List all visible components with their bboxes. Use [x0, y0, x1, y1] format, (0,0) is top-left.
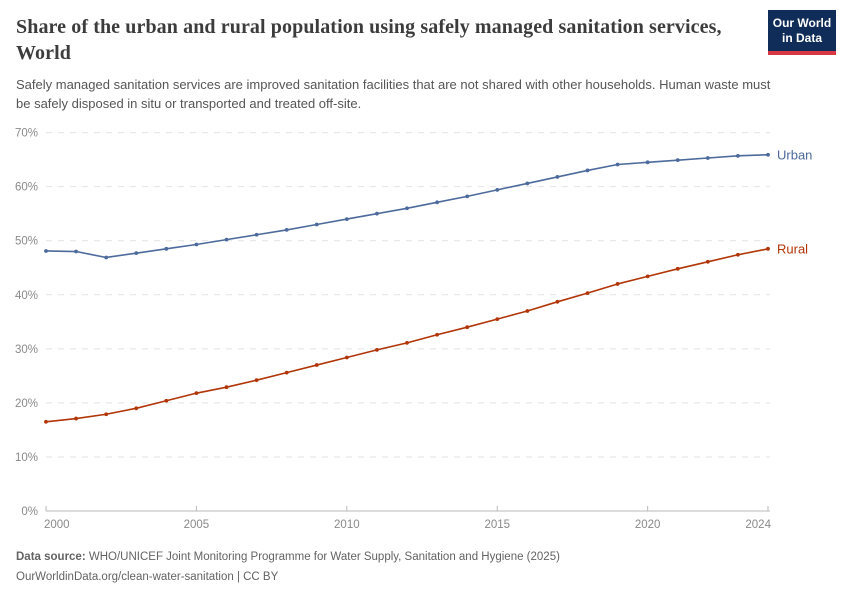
rural-data-point: [314, 363, 319, 367]
urban-data-point: [555, 175, 560, 179]
chart-svg: 0% 10% 20% 30% 40% 50% 60% 70% 2000 2005 2010 2015 2…: [15, 128, 812, 531]
rural-data-point: [284, 370, 289, 375]
urban-data-point: [495, 188, 500, 192]
x-axis-tick-label: 2010: [334, 519, 360, 531]
rural-data-point: [736, 252, 740, 257]
rural-data-point: [555, 299, 560, 304]
urban-data-point: [164, 246, 169, 251]
urban-data-point: [585, 168, 590, 173]
urban-data-point: [705, 156, 710, 160]
rural-data-point: [766, 246, 770, 251]
x-axis-tick-label: 2005: [184, 519, 210, 531]
rural-data-point: [525, 309, 530, 313]
urban-data-point: [736, 153, 740, 158]
data-source-line: Data source: WHO/UNICEF Joint Monitoring…: [16, 547, 560, 567]
rural-data-point: [375, 348, 379, 352]
rural-line: [45, 248, 769, 423]
urban-data-point: [194, 242, 199, 247]
urban-data-point: [314, 222, 319, 227]
urban-data-point: [104, 255, 109, 260]
urban-data-point: [615, 162, 620, 167]
rural-data-point: [254, 378, 259, 383]
rural-data-point: [405, 340, 409, 345]
x-axis-tick-label: 2020: [635, 519, 661, 531]
rural-data-point: [224, 385, 229, 390]
rural-data-point: [705, 259, 710, 264]
urban-data-point: [344, 217, 349, 221]
line-chart: 0% 10% 20% 30% 40% 50% 60% 70% 2000 2005 2010 2015 2…: [0, 108, 850, 548]
rural-data-point: [134, 406, 139, 411]
x-axis-tick-label: 2015: [484, 519, 510, 531]
rural-data-point: [585, 291, 590, 296]
rural-series-label: Rural: [777, 241, 808, 256]
urban-data-point: [405, 206, 409, 211]
rural-data-point: [164, 398, 169, 403]
y-axis-tick-label: 60%: [15, 182, 38, 194]
urban-line: [45, 153, 769, 259]
y-axis-tick-label: 30%: [15, 344, 38, 356]
urban-data-point: [254, 232, 259, 237]
y-axis-tick-label: 40%: [15, 290, 38, 302]
rural-data-point: [615, 282, 620, 286]
urban-data-point: [284, 228, 289, 232]
rural-data-point: [344, 355, 349, 360]
rural-data-point: [495, 317, 500, 321]
y-axis-tick-label: 0%: [21, 506, 38, 518]
y-axis-tick-label: 10%: [15, 452, 38, 464]
urban-data-point: [525, 181, 530, 186]
y-axis-tick-label: 70%: [15, 128, 38, 140]
rural-data-point: [675, 266, 680, 271]
license-line: OurWorldinData.org/clean-water-sanitatio…: [16, 571, 279, 584]
urban-data-point: [766, 152, 770, 157]
urban-data-point: [44, 249, 48, 253]
owid-logo-text-line1: Our World: [772, 16, 832, 30]
owid-logo: Our World in Data: [768, 10, 836, 55]
rural-data-point: [44, 419, 48, 424]
page-title: Share of the urban and rural population …: [16, 16, 722, 65]
rural-data-point: [435, 332, 439, 337]
urban-data-point: [435, 200, 439, 205]
data-source-label: Data source:: [16, 551, 86, 563]
x-axis-tick-label: 2000: [44, 519, 70, 531]
rural-data-point: [194, 391, 199, 396]
rural-data-point: [104, 412, 109, 417]
urban-data-point: [134, 251, 139, 256]
y-axis-tick-label: 20%: [15, 398, 38, 410]
chart-footer: Data source: WHO/UNICEF Joint Monitoring…: [16, 547, 560, 588]
urban-series-label: Urban: [777, 147, 812, 162]
rural-data-point: [645, 274, 650, 279]
rural-data-point: [465, 325, 470, 330]
urban-data-point: [224, 237, 229, 242]
y-axis-tick-label: 50%: [15, 236, 38, 248]
x-axis-tick-label: 2024: [745, 519, 771, 531]
urban-data-point: [465, 194, 470, 199]
urban-data-point: [74, 249, 78, 254]
rural-data-point: [74, 416, 78, 421]
owid-logo-text-line2: in Data: [781, 31, 822, 45]
page-subtitle: Safely managed sanitation services are i…: [16, 77, 771, 111]
data-source-text: WHO/UNICEF Joint Monitoring Programme fo…: [85, 551, 560, 563]
urban-data-point: [675, 158, 680, 163]
urban-data-point: [645, 160, 650, 165]
urban-data-point: [375, 211, 379, 216]
